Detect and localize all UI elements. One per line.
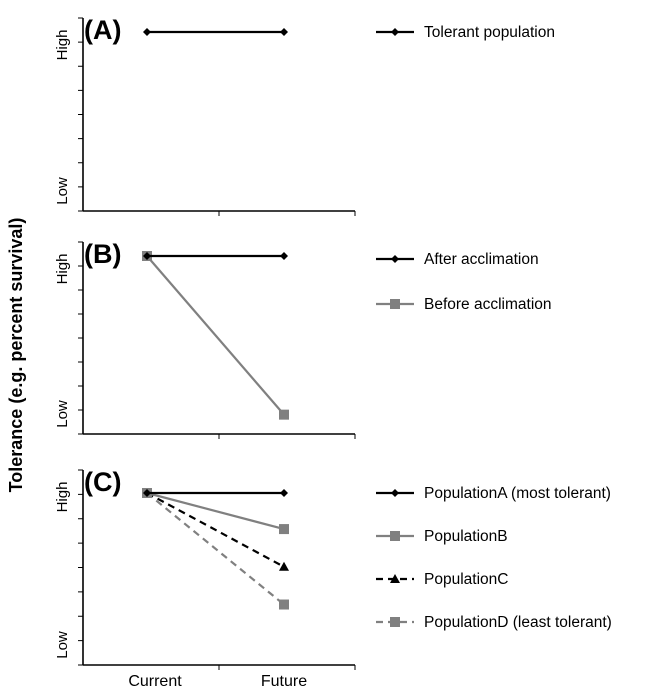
series-line: [146, 491, 285, 531]
panel-a: Low High (A) Tolerant population: [54, 15, 555, 216]
y-tick-label-low: Low: [54, 177, 71, 205]
panels: Low High (A) Tolerant population Low High (B) A…: [54, 15, 612, 690]
y-axis-label: Tolerance (e.g. percent survival): [6, 218, 26, 493]
legend-swatch-marker: [390, 617, 400, 627]
legend-swatch-marker: [390, 531, 400, 541]
data-point: [279, 599, 289, 610]
legend-swatch-marker: [390, 299, 400, 309]
data-point: [143, 252, 151, 260]
legend-entry: Tolerant population: [424, 24, 555, 41]
x-tick-label-current: Current: [128, 673, 182, 690]
data-point: [279, 409, 289, 420]
legend-swatch-marker: [390, 574, 400, 583]
series-line: [146, 492, 285, 606]
data-point: [279, 524, 289, 535]
legend-swatch-marker: [391, 489, 399, 497]
data-point: [279, 561, 289, 571]
panel-b: Low High (B) After acclimation Before acclim…: [54, 239, 552, 439]
legend-entry: PopulationD (least tolerant): [424, 614, 612, 631]
data-point: [280, 489, 288, 497]
y-tick-label-low: Low: [54, 631, 71, 659]
legend-entry: PopulationB: [424, 528, 508, 545]
legend-entry: After acclimation: [424, 251, 539, 268]
series-line: [146, 492, 285, 568]
x-tick-label-future: Future: [261, 673, 307, 690]
legend-entry: PopulationA (most tolerant): [424, 485, 611, 502]
panel-label: (C): [84, 467, 121, 497]
data-point: [143, 489, 151, 497]
y-tick-label-low: Low: [54, 400, 71, 428]
y-tick-label-high: High: [54, 30, 71, 61]
panel-label: (A): [84, 15, 121, 45]
data-point: [280, 28, 288, 36]
y-tick-label-high: High: [54, 482, 71, 513]
legend-swatch-marker: [391, 255, 399, 263]
legend-swatch-marker: [391, 28, 399, 36]
panel-label: (B): [84, 239, 121, 269]
legend-entry: PopulationC: [424, 571, 508, 588]
legend-entry: Before acclimation: [424, 296, 552, 313]
data-point: [280, 252, 288, 260]
panel-c: Low High (C) PopulationA (most tolerant) Pop…: [54, 467, 612, 670]
series-line: [146, 255, 285, 416]
data-point: [143, 28, 151, 36]
y-tick-label-high: High: [54, 254, 71, 285]
